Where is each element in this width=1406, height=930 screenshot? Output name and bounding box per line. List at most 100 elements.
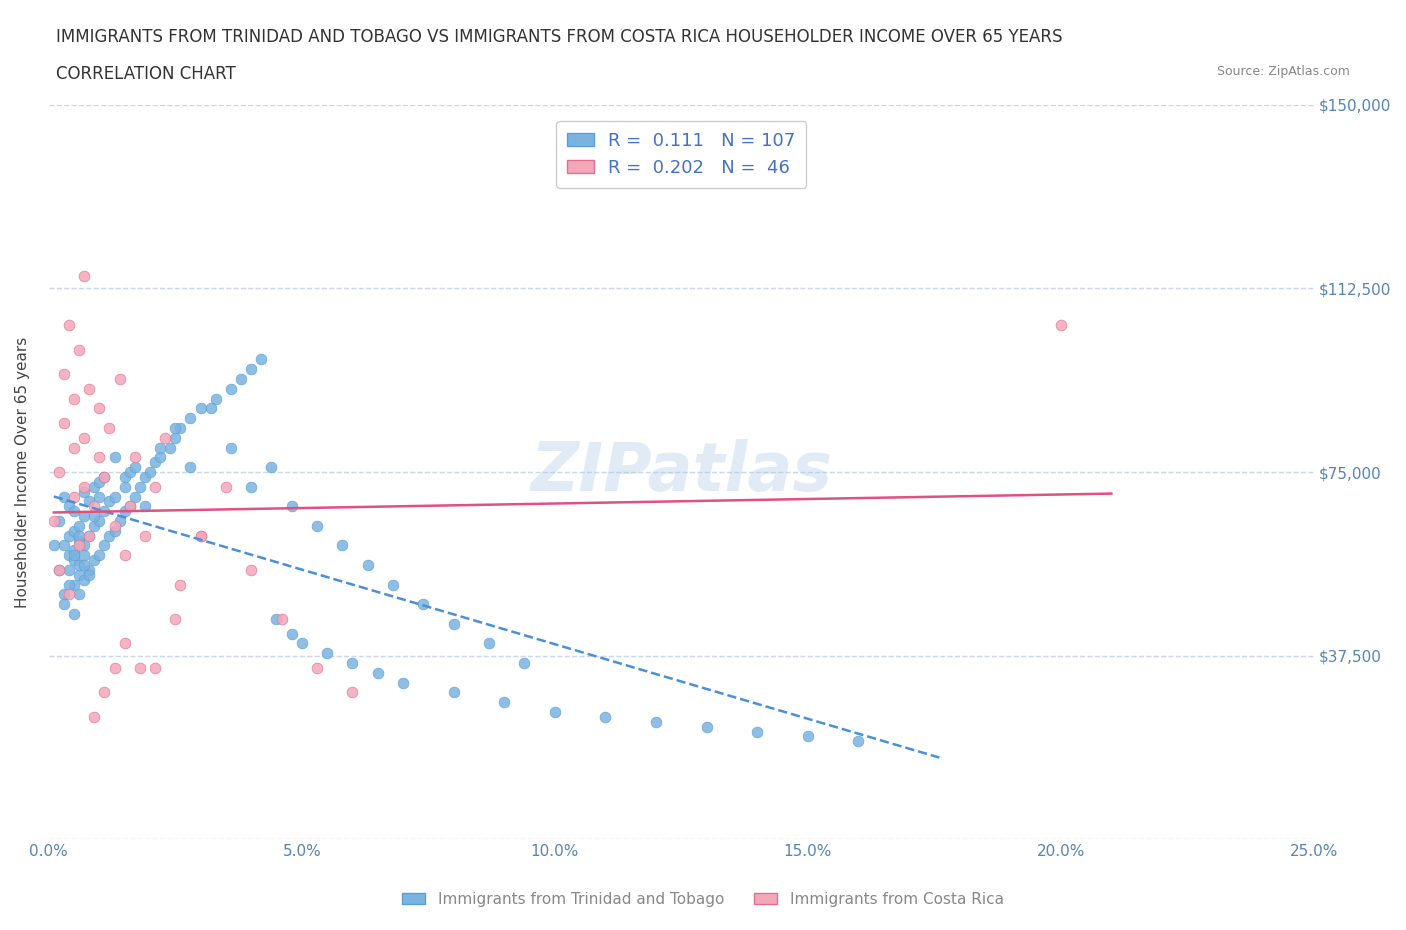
Point <box>219 440 242 455</box>
Point <box>797 729 820 744</box>
Point <box>77 563 100 578</box>
Point <box>52 366 75 381</box>
Point <box>98 528 121 543</box>
Point <box>513 656 536 671</box>
Point <box>134 470 156 485</box>
Point <box>240 479 263 494</box>
Point <box>83 710 105 724</box>
Point <box>58 498 80 513</box>
Point <box>52 538 75 553</box>
Point <box>118 465 141 480</box>
Legend: R =  0.111   N = 107, R =  0.202   N =  46: R = 0.111 N = 107, R = 0.202 N = 46 <box>555 121 807 188</box>
Point <box>114 470 136 485</box>
Point <box>124 450 146 465</box>
Point <box>63 548 86 563</box>
Point <box>280 498 302 513</box>
Point <box>58 318 80 333</box>
Point <box>63 552 86 567</box>
Point <box>114 504 136 519</box>
Point <box>73 269 96 284</box>
Point <box>103 489 125 504</box>
Point <box>443 617 465 631</box>
Point <box>73 509 96 524</box>
Point <box>696 719 718 734</box>
Text: CORRELATION CHART: CORRELATION CHART <box>56 65 236 83</box>
Point <box>63 504 86 519</box>
Point <box>67 567 90 582</box>
Point <box>139 465 162 480</box>
Point <box>316 645 339 660</box>
Point <box>63 392 86 406</box>
Point <box>83 552 105 567</box>
Point <box>240 563 263 578</box>
Point <box>58 528 80 543</box>
Point <box>93 504 115 519</box>
Point <box>260 459 283 474</box>
Point <box>356 558 378 573</box>
Legend: Immigrants from Trinidad and Tobago, Immigrants from Costa Rica: Immigrants from Trinidad and Tobago, Imm… <box>396 886 1010 913</box>
Point <box>58 578 80 592</box>
Point <box>67 587 90 602</box>
Point <box>48 465 70 480</box>
Point <box>42 538 65 553</box>
Point <box>73 479 96 494</box>
Point <box>63 440 86 455</box>
Point <box>215 479 238 494</box>
Point <box>63 489 86 504</box>
Point <box>73 485 96 499</box>
Point <box>165 431 187 445</box>
Point <box>200 401 222 416</box>
Point <box>58 587 80 602</box>
Point <box>63 543 86 558</box>
Point <box>114 548 136 563</box>
Point <box>250 352 273 366</box>
Point <box>58 548 80 563</box>
Point <box>73 548 96 563</box>
Point <box>159 440 181 455</box>
Point <box>190 528 212 543</box>
Point <box>83 509 105 524</box>
Point <box>219 381 242 396</box>
Point <box>149 440 172 455</box>
Point <box>63 606 86 621</box>
Point <box>544 705 567 720</box>
Point <box>747 724 769 739</box>
Point <box>89 450 111 465</box>
Point <box>478 636 501 651</box>
Point <box>98 494 121 509</box>
Point <box>143 455 166 470</box>
Point <box>98 420 121 435</box>
Point <box>73 538 96 553</box>
Point <box>443 685 465 700</box>
Point <box>93 538 115 553</box>
Point <box>67 342 90 357</box>
Point <box>280 626 302 641</box>
Point <box>494 695 516 710</box>
Point <box>149 450 172 465</box>
Point <box>128 479 150 494</box>
Point <box>190 401 212 416</box>
Point <box>83 498 105 513</box>
Point <box>58 563 80 578</box>
Point <box>190 528 212 543</box>
Point <box>124 489 146 504</box>
Point <box>93 470 115 485</box>
Point <box>342 656 364 671</box>
Point <box>153 431 176 445</box>
Point <box>63 524 86 538</box>
Point <box>48 563 70 578</box>
Point <box>229 371 252 386</box>
Point <box>52 489 75 504</box>
Point <box>165 420 187 435</box>
Point <box>412 597 434 612</box>
Point <box>67 538 90 553</box>
Point <box>77 528 100 543</box>
Point <box>93 685 115 700</box>
Point <box>77 381 100 396</box>
Point <box>1049 318 1071 333</box>
Point <box>73 558 96 573</box>
Point <box>89 489 111 504</box>
Point <box>48 513 70 528</box>
Point <box>330 538 353 553</box>
Point <box>118 498 141 513</box>
